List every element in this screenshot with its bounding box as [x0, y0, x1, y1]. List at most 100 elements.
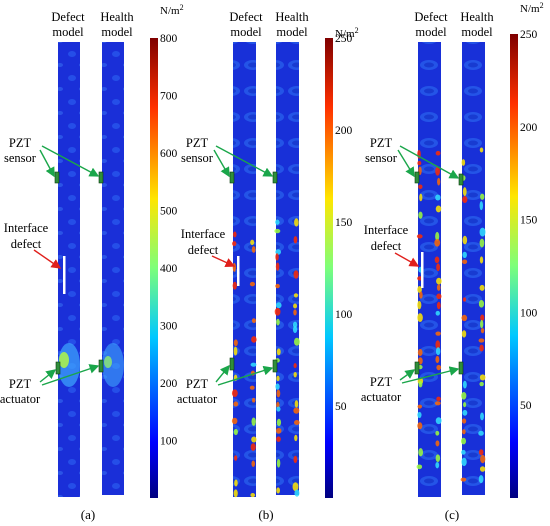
pzt-sensor-label: sensor — [181, 151, 214, 165]
stress-spot — [275, 427, 282, 434]
stress-spot — [462, 235, 468, 245]
pzt-actuator-patch — [229, 357, 235, 371]
stress-spot — [276, 375, 280, 382]
stress-hotspot — [104, 356, 112, 368]
stress-spot — [417, 404, 423, 409]
stress-spot — [276, 389, 281, 398]
health-model-label: model — [461, 25, 493, 39]
colorbar-ticks: 100 200 300 400 500 600 700 800 — [160, 33, 178, 448]
stress-spot — [293, 270, 299, 279]
health-model-label: model — [276, 25, 308, 39]
defect-model-label: Defect — [229, 10, 263, 24]
stress-spot — [435, 340, 441, 350]
interface-defect-mark — [237, 256, 240, 286]
stress-spot — [233, 339, 238, 347]
stress-spot — [436, 396, 441, 402]
colorbar — [325, 38, 333, 498]
sensor-arrow — [39, 149, 55, 178]
stress-spot — [435, 440, 440, 447]
pzt-sensor-patch — [458, 173, 464, 186]
colorbar-tick-label: 300 — [160, 321, 178, 333]
stress-spot — [276, 418, 282, 427]
stress-spot — [417, 348, 423, 357]
stress-spot — [275, 302, 282, 309]
defect-arrow — [211, 255, 236, 267]
stress-spot — [417, 411, 422, 419]
stress-spot — [435, 355, 440, 364]
stress-spot — [479, 466, 486, 472]
colorbar-tick-label: 600 — [160, 148, 178, 160]
defect-beam — [233, 42, 256, 497]
sensor-arrow — [399, 145, 460, 179]
stress-spot — [462, 409, 468, 416]
defect-model-label: Defect — [51, 10, 85, 24]
stress-spot — [232, 231, 237, 238]
stress-spot — [249, 281, 255, 287]
stress-spot — [435, 347, 441, 356]
stress-spot — [418, 380, 423, 388]
stress-spot — [435, 205, 442, 213]
stress-spot — [293, 236, 298, 244]
defect-model-label: model — [52, 25, 84, 39]
stress-spot — [462, 297, 467, 302]
stress-spot — [231, 417, 238, 425]
stress-spot — [480, 319, 484, 329]
stress-spot — [436, 284, 441, 291]
defect-arrow — [394, 252, 420, 267]
defect-model-label: Defect — [414, 10, 448, 24]
colorbar-tick-label: 50 — [335, 401, 347, 413]
colorbar-tick-label: 200 — [160, 378, 178, 390]
defect-model-label: model — [230, 25, 262, 39]
stress-spot — [435, 194, 441, 201]
colorbar-tick-label: 250 — [335, 33, 353, 45]
stress-spot — [435, 231, 440, 241]
pzt-actuator-patch — [272, 359, 278, 373]
stress-spot — [435, 150, 441, 156]
stress-spot — [417, 161, 422, 166]
stress-spot — [435, 417, 442, 425]
stress-spot — [479, 284, 485, 291]
stress-spot — [434, 256, 440, 264]
stress-spot — [461, 330, 467, 338]
stress-spot — [479, 227, 486, 237]
stress-spot — [480, 454, 486, 464]
panel-caption: (b) — [258, 507, 273, 522]
stress-spot — [417, 300, 422, 310]
colorbar-unit: N/m2 — [335, 26, 359, 40]
stress-spot — [251, 436, 257, 443]
stress-spot — [479, 381, 484, 387]
sensor-arrow — [215, 145, 274, 177]
stress-spot — [251, 417, 256, 426]
colorbar-unit: N/m2 — [160, 3, 184, 17]
pzt-actuator-label: PZT — [186, 377, 209, 391]
interface-defect-label: defect — [188, 243, 219, 257]
stress-spot — [434, 401, 441, 406]
stress-spot — [251, 246, 256, 253]
stress-spot — [419, 291, 423, 299]
pzt-actuator-patch — [55, 361, 61, 375]
pzt-sensor-patch — [414, 171, 420, 184]
stress-spot — [434, 239, 441, 247]
pzt-sensor-label: sensor — [4, 151, 37, 165]
pzt-sensor-label: PZT — [186, 136, 209, 150]
stress-spot — [251, 318, 256, 324]
stress-spot — [436, 277, 442, 285]
pzt-actuator-label: actuator — [361, 390, 402, 404]
actuator-arrow — [217, 365, 274, 386]
colorbar-tick-label: 150 — [335, 217, 353, 229]
stress-spot — [232, 241, 237, 247]
pzt-actuator-patch — [98, 359, 104, 373]
panel-caption: (a) — [81, 507, 95, 522]
interface-defect-label: Interface — [4, 221, 49, 235]
stress-spot — [480, 193, 485, 200]
stress-spot — [462, 187, 467, 197]
stress-spot — [249, 385, 255, 390]
colorbar — [150, 38, 158, 498]
stress-spot — [293, 293, 299, 298]
colorbar-tick-label: 100 — [520, 307, 538, 319]
pzt-sensor-patch — [98, 171, 104, 184]
colorbar — [510, 34, 518, 498]
pzt-sensor-label: sensor — [365, 151, 398, 165]
stress-spot — [418, 184, 423, 189]
stress-spot — [250, 443, 256, 451]
